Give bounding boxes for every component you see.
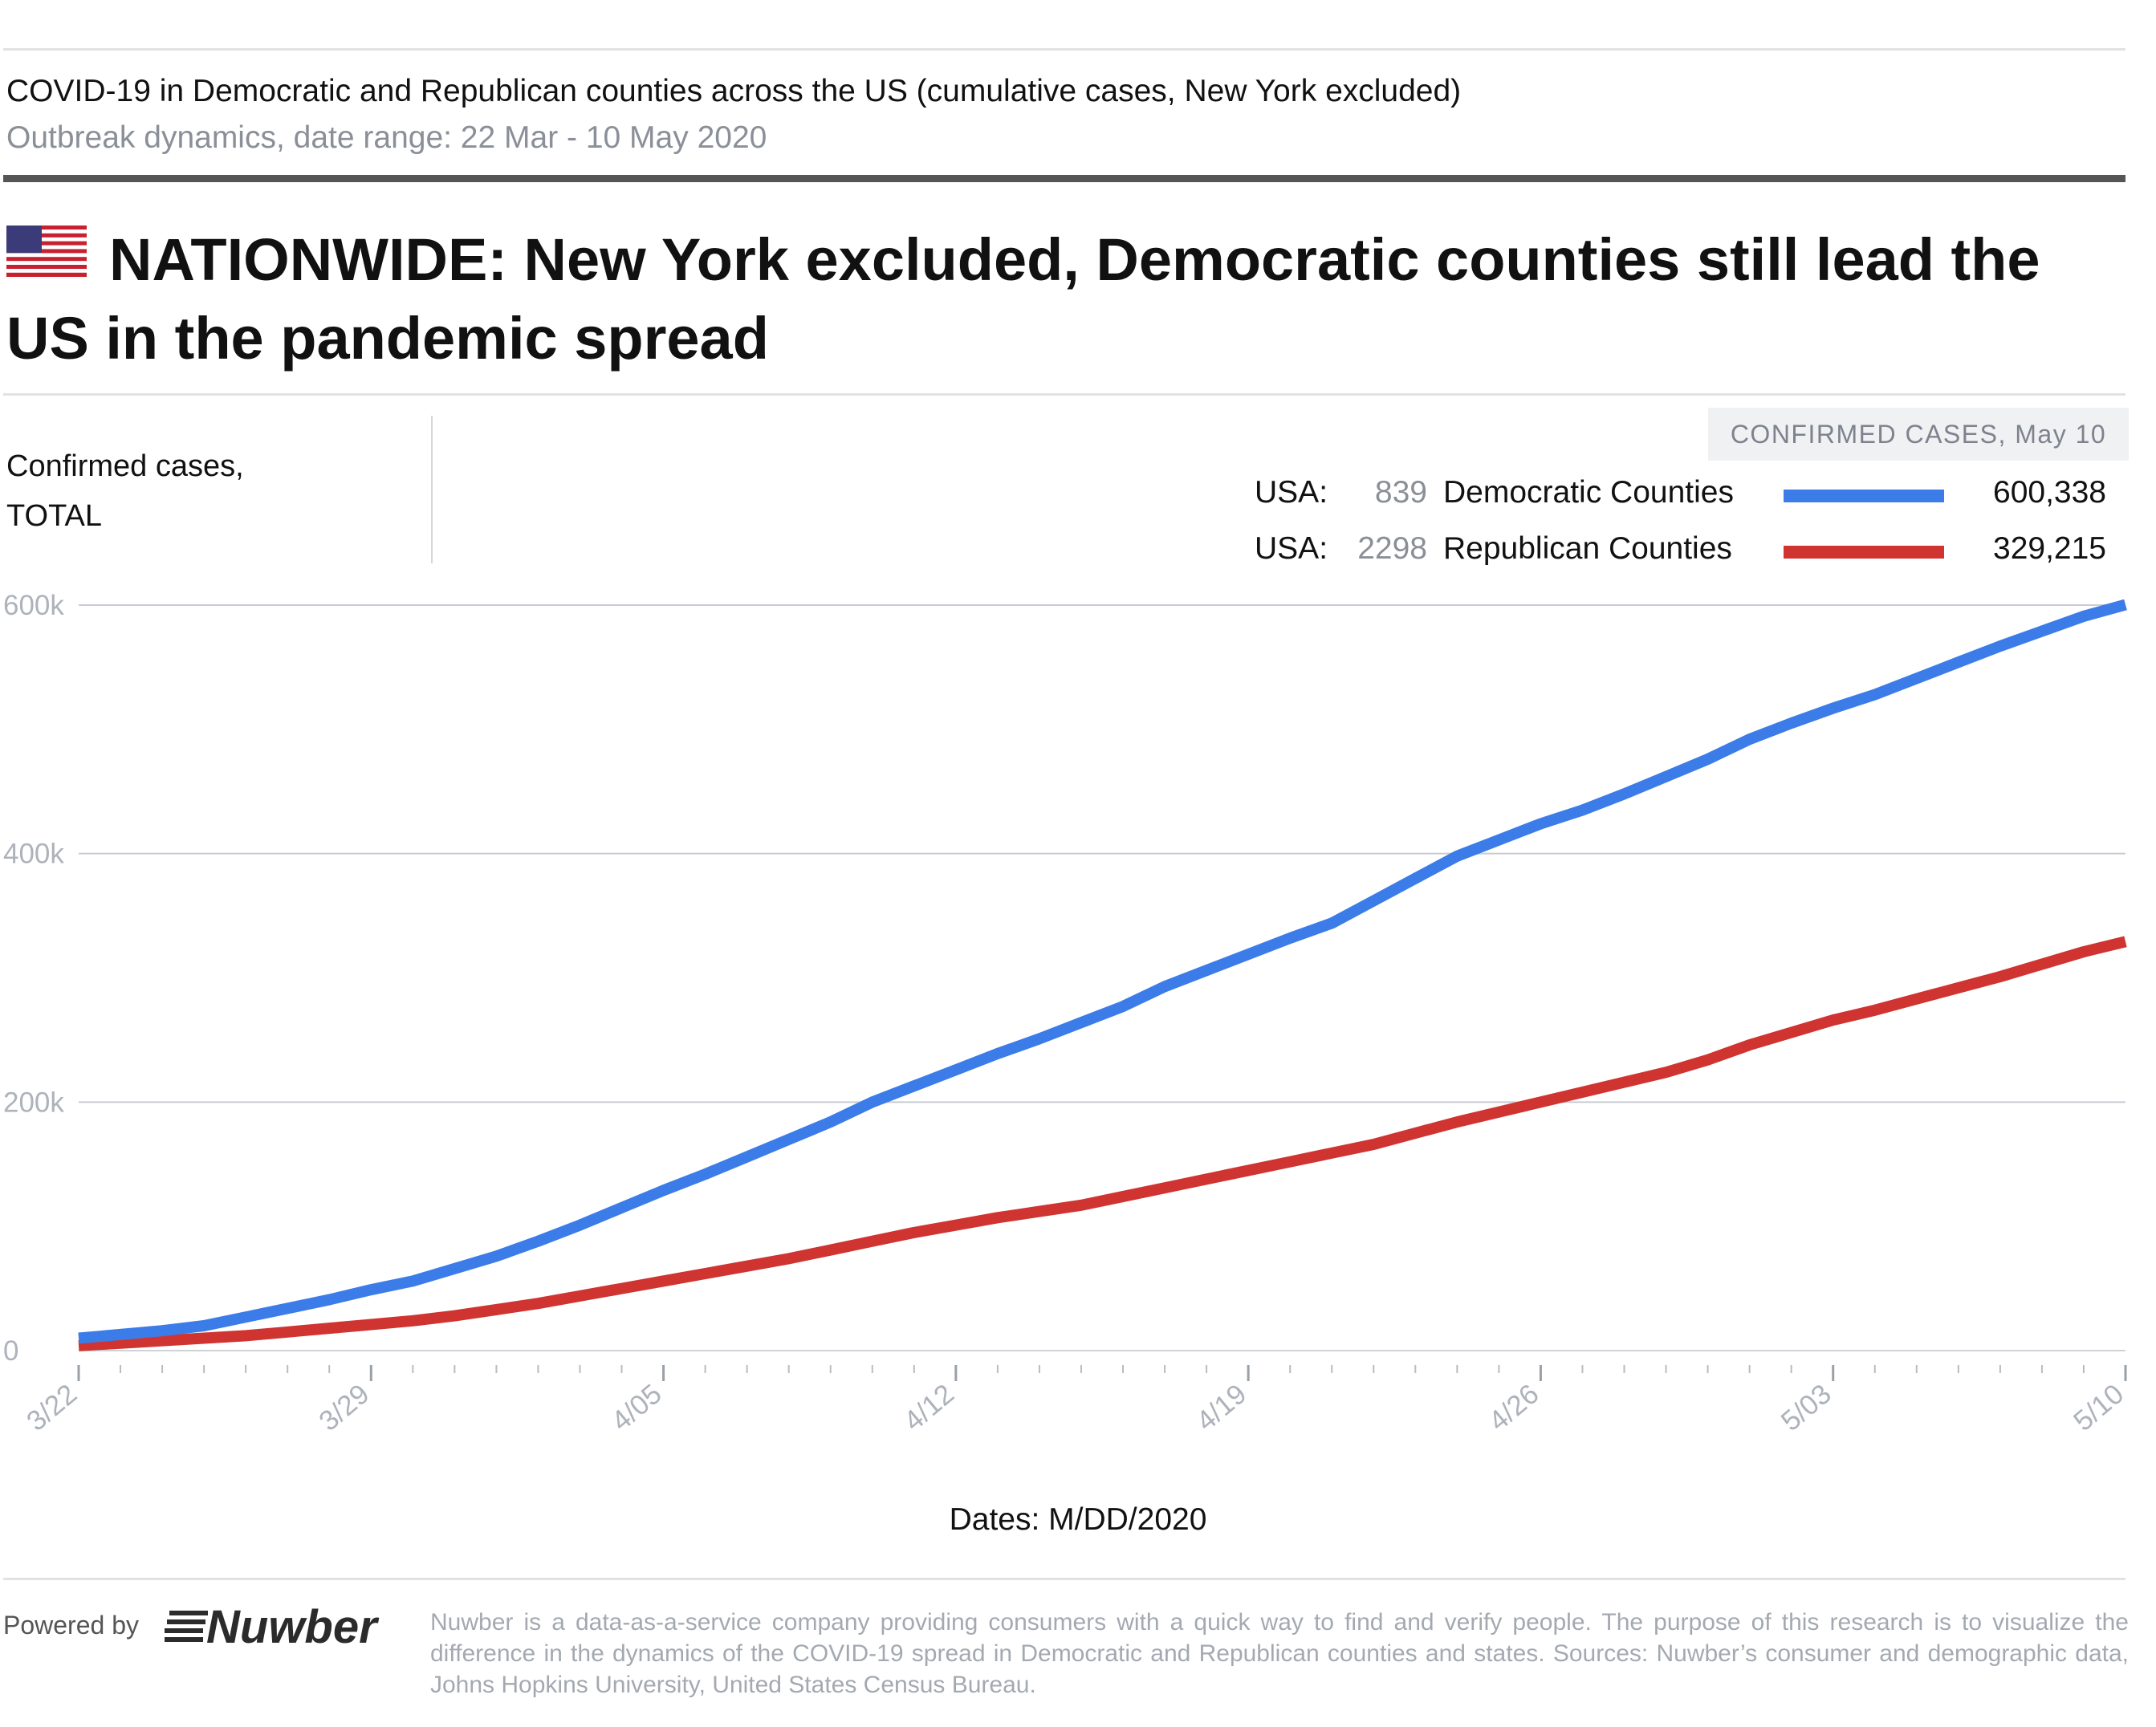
line-chart: 0 200k 400k 600k 3/22 3/29 4/05 4/12 4/19 4/26 5/… bbox=[3, 590, 2130, 1437]
logo-flag-icon bbox=[165, 1611, 208, 1642]
header-subtitle: Outbreak dynamics, date range: 22 Mar - … bbox=[6, 120, 767, 155]
x-tick-label: 3/29 bbox=[313, 1378, 375, 1437]
legend-rep-county-count: 2298 bbox=[1357, 531, 1427, 566]
legend-dem-swatch bbox=[1784, 490, 1944, 502]
y-axis-label-line-2: TOTAL bbox=[6, 499, 102, 533]
legend-rep-name: Republican Counties bbox=[1443, 531, 1732, 566]
header-title: COVID-19 in Democratic and Republican co… bbox=[6, 74, 1462, 108]
headline-rule bbox=[3, 393, 2125, 396]
legend-dem-name: Democratic Counties bbox=[1443, 475, 1734, 510]
y-tick-label: 400k bbox=[3, 839, 64, 870]
legend-header: CONFIRMED CASES, May 10 bbox=[1708, 408, 2129, 461]
us-flag-icon bbox=[6, 226, 87, 277]
powered-by-label: Powered by bbox=[3, 1611, 139, 1640]
x-axis-label: Dates: M/DD/2020 bbox=[949, 1502, 1207, 1537]
footer-rule bbox=[3, 1578, 2125, 1580]
y-tick-label: 600k bbox=[3, 590, 64, 621]
headline-text: NATIONWIDE: New York excluded, Democrati… bbox=[6, 226, 2040, 372]
legend-rep-prefix: USA: bbox=[1255, 531, 1328, 566]
x-tick-label: 4/12 bbox=[898, 1378, 960, 1437]
legend-dem-county-count: 839 bbox=[1374, 475, 1427, 510]
x-tick-label: 3/22 bbox=[21, 1378, 83, 1437]
y-axis-label: Confirmed cases, TOTAL bbox=[6, 441, 244, 541]
legend-rep-swatch bbox=[1784, 546, 1944, 559]
series-line-democratic bbox=[78, 599, 2127, 1344]
y-label-divider bbox=[431, 416, 433, 563]
footer-disclaimer: Nuwber is a data-as-a-service company pr… bbox=[430, 1609, 2129, 1698]
header-divider bbox=[3, 175, 2125, 182]
y-tick-label: 0 bbox=[3, 1335, 18, 1367]
y-axis-label-line-1: Confirmed cases, bbox=[6, 449, 244, 483]
x-ticks: 3/22 3/29 4/05 4/12 4/19 4/26 5/03 5/10 bbox=[21, 1365, 2130, 1437]
y-tick-label: 200k bbox=[3, 1087, 64, 1118]
series-lines bbox=[78, 599, 2127, 1351]
x-tick-label: 5/10 bbox=[2068, 1378, 2130, 1437]
series-line-republican bbox=[78, 936, 2127, 1351]
grid-lines bbox=[79, 604, 2125, 1351]
x-tick-label: 5/03 bbox=[1776, 1378, 1837, 1437]
x-tick-label: 4/19 bbox=[1190, 1378, 1252, 1437]
legend-dem-prefix: USA: bbox=[1255, 475, 1328, 510]
legend-rep-value: 329,215 bbox=[1993, 531, 2106, 566]
nuwber-logo: Nuwber bbox=[165, 1601, 380, 1649]
y-tick-labels: 0 200k 400k 600k bbox=[3, 590, 64, 1367]
x-tick-label: 4/05 bbox=[605, 1378, 667, 1437]
headline: NATIONWIDE: New York excluded, Democrati… bbox=[6, 221, 2109, 378]
top-rule bbox=[3, 48, 2125, 51]
x-tick-label: 4/26 bbox=[1483, 1378, 1544, 1437]
logo-text: Nuwber bbox=[206, 1601, 380, 1649]
legend-dem-value: 600,338 bbox=[1993, 475, 2106, 510]
